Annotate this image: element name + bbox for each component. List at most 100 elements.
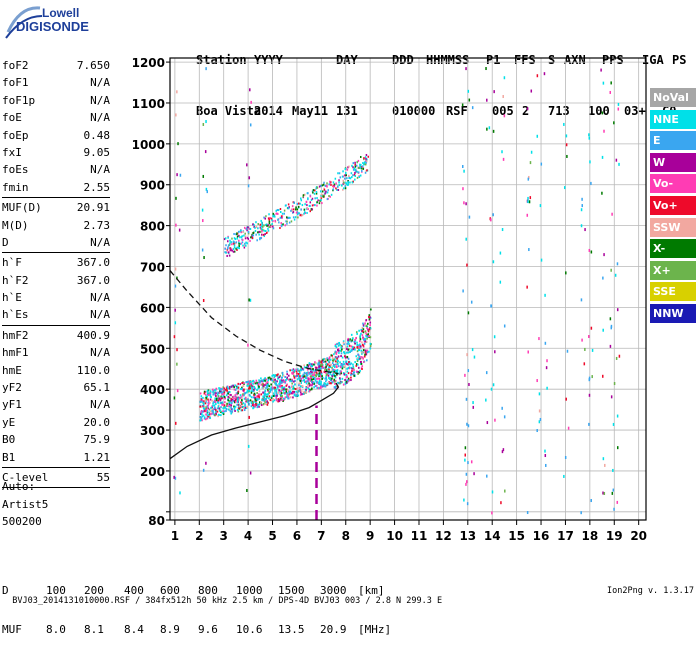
echo-point: [368, 350, 370, 353]
echo-point: [333, 378, 336, 381]
echo-point: [275, 397, 278, 400]
echo-point: [485, 398, 487, 402]
legend-item-vox: Vo-: [650, 174, 696, 194]
echo-point: [323, 385, 326, 388]
logo-swoosh-icon: [5, 6, 43, 39]
echo-point: [254, 405, 257, 408]
echo-point: [216, 397, 219, 400]
echo-point: [501, 406, 503, 410]
echo-point: [237, 390, 240, 393]
echo-point: [267, 379, 270, 382]
echo-point: [206, 417, 209, 420]
echo-point: [366, 334, 368, 337]
echo-point: [528, 175, 530, 179]
echo-point: [226, 248, 229, 251]
echo-point: [263, 224, 265, 227]
param-name: fxI: [2, 145, 22, 159]
echo-point: [250, 385, 253, 388]
echo-point: [310, 383, 312, 386]
echo-point: [233, 237, 236, 240]
echo-point: [466, 502, 469, 506]
echo-point: [245, 399, 248, 402]
echo-point: [352, 367, 355, 370]
echo-point: [330, 382, 332, 385]
echo-point: [237, 392, 239, 395]
echo-point: [257, 393, 260, 396]
echo-point: [240, 388, 242, 391]
echo-point: [262, 395, 265, 398]
echo-point: [258, 230, 261, 233]
echo-point: [279, 379, 281, 382]
echo-point: [238, 242, 240, 245]
echo-point: [265, 215, 267, 218]
echo-point: [235, 387, 238, 390]
echo-point: [360, 356, 362, 359]
echo-point: [210, 396, 212, 399]
echo-point: [346, 355, 349, 358]
echo-point: [358, 344, 360, 347]
param-row: h`F2 367.0: [2, 272, 110, 289]
echo-point: [205, 400, 207, 403]
echo-point: [208, 392, 210, 395]
echo-point: [226, 387, 228, 390]
echo-point: [540, 258, 543, 262]
echo-point: [288, 393, 290, 396]
echo-point: [329, 180, 331, 183]
echo-point: [321, 359, 324, 362]
echo-point: [257, 231, 259, 234]
echo-point: [618, 162, 620, 166]
param-row: h`E N/A: [2, 289, 110, 306]
legend-item-vox: Vo+: [650, 196, 696, 215]
echo-point: [223, 395, 226, 398]
echo-point: [202, 299, 205, 303]
echo-point: [360, 332, 362, 335]
echo-point: [306, 364, 309, 367]
echo-point: [355, 355, 358, 358]
param-value: 65.1: [83, 381, 111, 395]
echo-point: [352, 373, 354, 376]
echo-point: [267, 393, 269, 396]
y-tick-label: 1000: [132, 138, 165, 152]
muf-cell: 1000: [236, 584, 263, 597]
echo-point: [201, 410, 204, 413]
echo-point: [264, 379, 266, 382]
echo-point: [179, 173, 182, 177]
echo-point: [239, 394, 242, 397]
echo-point: [352, 363, 354, 366]
echo-point: [319, 363, 322, 366]
echo-point: [360, 362, 363, 365]
echo-point: [273, 399, 276, 402]
echo-point: [261, 379, 263, 382]
echo-point: [268, 376, 271, 379]
echo-point: [342, 340, 345, 343]
echo-point: [341, 348, 343, 351]
echo-point: [297, 374, 300, 377]
echo-point: [340, 346, 343, 349]
param-value: N/A: [90, 346, 110, 360]
echo-point: [315, 187, 317, 190]
echo-point: [364, 349, 367, 352]
echo-point: [258, 385, 260, 388]
echo-point: [369, 342, 372, 345]
echo-point: [219, 402, 222, 405]
echo-point: [259, 238, 261, 241]
echo-point: [312, 191, 314, 194]
echo-point: [339, 343, 341, 346]
param-row: h`Es N/A: [2, 306, 110, 323]
echo-point: [241, 402, 244, 405]
echo-point: [240, 242, 242, 245]
echo-point: [348, 367, 351, 370]
echo-point: [346, 168, 349, 171]
echo-point: [236, 400, 239, 403]
echo-point: [302, 373, 305, 376]
echo-point: [337, 348, 339, 351]
echo-point: [283, 212, 285, 215]
echo-point: [322, 366, 324, 369]
echo-point: [314, 379, 317, 382]
echo-point: [301, 375, 303, 378]
echo-point: [588, 136, 591, 140]
param-name: h`E: [2, 291, 22, 305]
echo-point: [270, 399, 273, 402]
echo-point: [287, 203, 290, 206]
profile-solid-curve: [169, 382, 340, 460]
